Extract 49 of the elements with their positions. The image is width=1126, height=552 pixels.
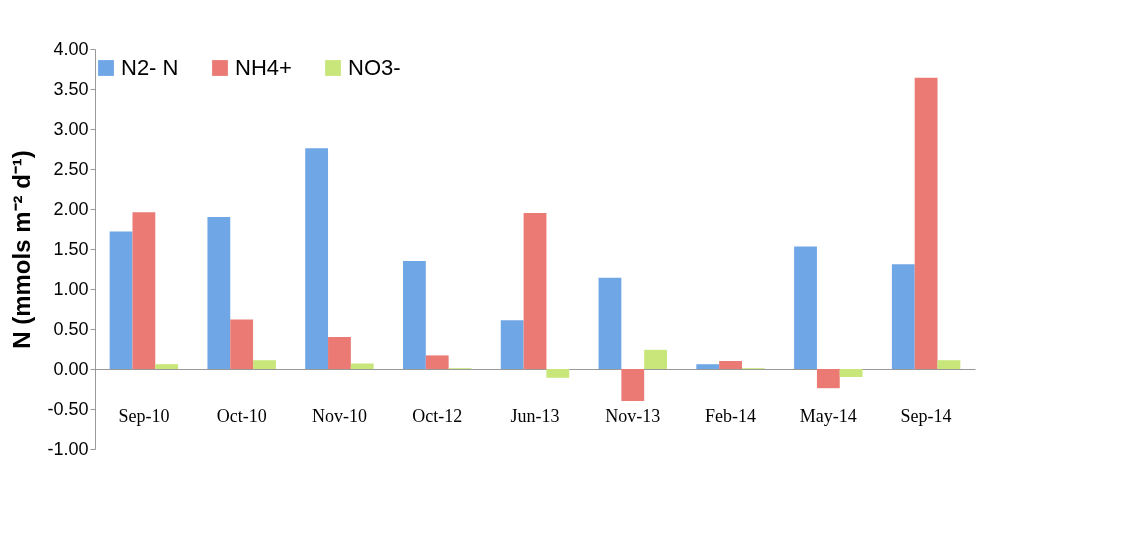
bar	[253, 360, 276, 369]
y-axis-title: N (mmols m⁻² d⁻¹)	[8, 150, 36, 349]
y-tick-label: 0.00	[53, 358, 89, 379]
bar	[546, 369, 570, 378]
x-tick-label: Nov-13	[605, 405, 661, 426]
y-tick-label: 3.00	[53, 118, 89, 139]
y-tick-label: 4.00	[53, 38, 89, 59]
bar	[696, 364, 720, 369]
legend-label: NO3-	[348, 55, 401, 80]
y-tick-label: 1.00	[53, 278, 89, 299]
y-tick-label: 2.00	[53, 198, 89, 219]
x-tick-label: Jun-13	[510, 405, 560, 426]
x-tick-label: May-14	[799, 405, 857, 426]
bar	[523, 213, 547, 369]
bar	[403, 261, 426, 369]
x-tick-label: Sep-14	[900, 405, 952, 426]
legend-label: NH4+	[235, 55, 292, 80]
y-tick-label: 0.50	[53, 318, 89, 339]
y-tick-label: 1.50	[53, 238, 89, 259]
y-tick-label: -0.50	[47, 398, 89, 419]
bar	[891, 264, 915, 369]
legend-label: N2- N	[121, 55, 179, 80]
bar	[350, 363, 374, 369]
y-tick-label: -1.00	[47, 438, 89, 459]
x-tick-label: Feb-14	[705, 405, 757, 426]
bar	[839, 369, 863, 377]
bar	[644, 349, 667, 369]
bar	[109, 231, 133, 369]
bar	[207, 217, 231, 369]
x-tick-label: Nov-10	[311, 405, 367, 426]
x-tick-label: Sep-10	[118, 405, 170, 426]
bar	[155, 364, 179, 369]
bar	[937, 360, 961, 369]
bar	[132, 212, 156, 369]
x-tick-label: Oct-10	[216, 405, 267, 426]
bar	[598, 277, 622, 369]
y-tick-label: 3.50	[53, 78, 89, 99]
bar	[500, 320, 524, 369]
bar	[719, 361, 742, 369]
bar	[328, 337, 351, 369]
bar	[425, 355, 449, 369]
bar	[914, 77, 938, 369]
bar	[816, 369, 840, 389]
y-tick-label: 2.50	[53, 158, 89, 179]
x-tick-label: Oct-12	[412, 405, 463, 426]
bar	[305, 148, 329, 369]
bar	[794, 246, 817, 369]
bar	[621, 369, 645, 401]
bar	[230, 319, 254, 369]
